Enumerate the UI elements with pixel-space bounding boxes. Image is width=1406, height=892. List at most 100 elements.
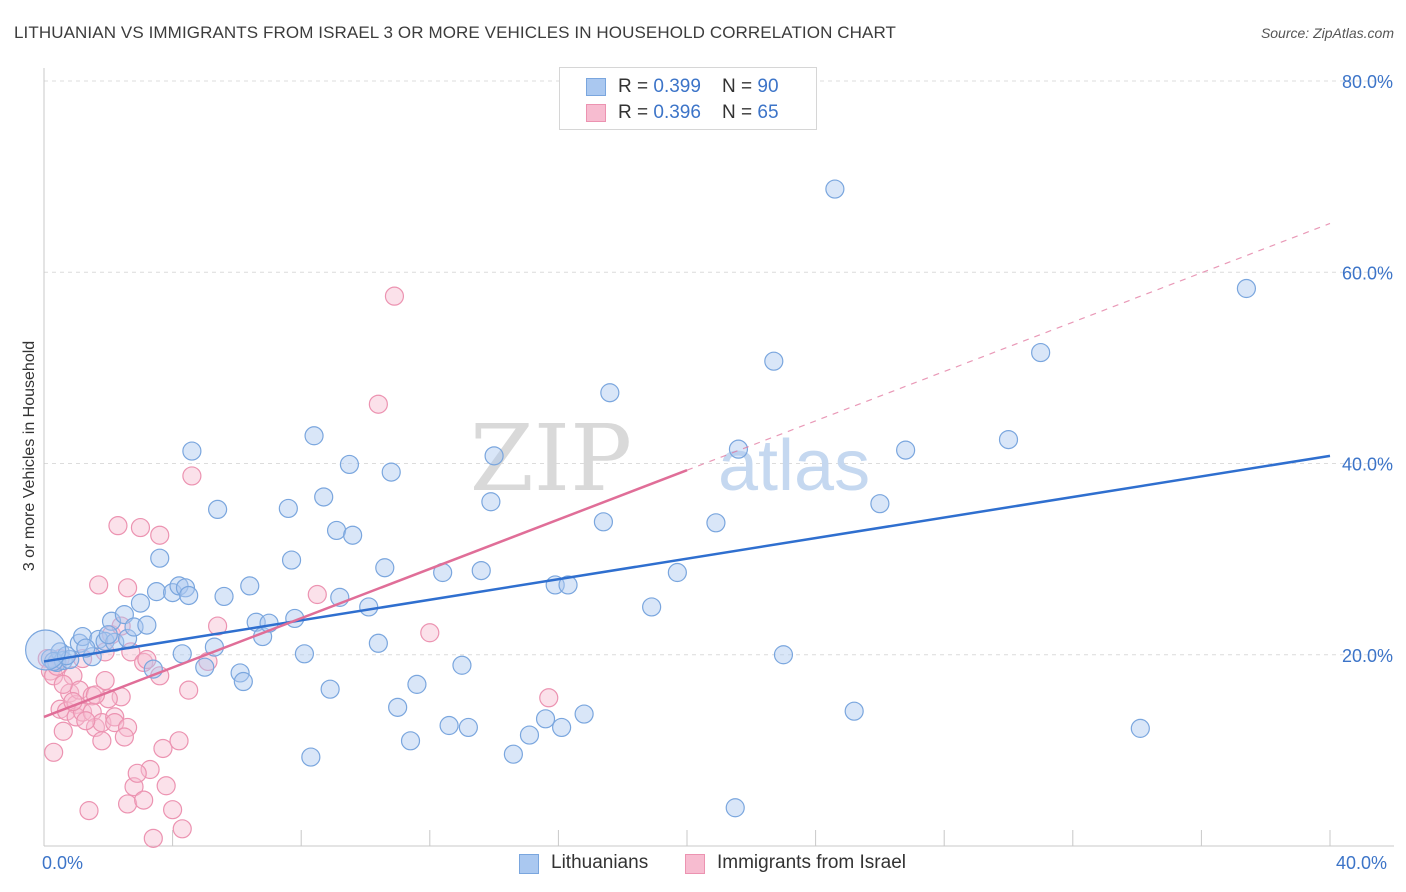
data-point bbox=[844, 701, 864, 721]
data-point bbox=[92, 731, 112, 751]
lithuanian-points bbox=[25, 179, 1257, 818]
data-point bbox=[381, 462, 401, 482]
pink-swatch bbox=[586, 104, 606, 122]
data-point bbox=[519, 725, 540, 745]
n-value: 90 bbox=[757, 76, 779, 97]
data-point bbox=[172, 644, 192, 664]
data-point bbox=[76, 711, 96, 731]
data-point bbox=[574, 704, 594, 724]
data-point bbox=[307, 584, 327, 605]
data-point bbox=[146, 582, 167, 602]
data-point bbox=[130, 517, 151, 538]
legend-label: Immigrants from Israel bbox=[717, 852, 906, 873]
data-point bbox=[314, 487, 334, 507]
y-tick-labels: 20.0% 40.0% 60.0% 80.0% bbox=[1342, 72, 1393, 666]
data-point bbox=[153, 738, 173, 759]
data-point bbox=[725, 798, 745, 818]
data-point bbox=[278, 498, 298, 519]
data-point bbox=[72, 626, 93, 647]
grid-lines bbox=[44, 80, 1394, 656]
data-point bbox=[471, 560, 491, 581]
data-point bbox=[388, 697, 408, 717]
data-point bbox=[343, 525, 363, 545]
data-point bbox=[368, 633, 388, 653]
y-tick-label: 60.0% bbox=[1342, 263, 1393, 283]
source-credit: Source: ZipAtlas.com bbox=[1260, 25, 1394, 41]
data-point bbox=[1031, 342, 1051, 363]
data-point bbox=[728, 439, 749, 459]
data-point bbox=[108, 516, 128, 536]
data-point bbox=[105, 713, 125, 733]
n-label: N = bbox=[722, 76, 758, 97]
data-point bbox=[233, 671, 253, 692]
y-tick-label: 40.0% bbox=[1342, 455, 1393, 475]
data-point bbox=[320, 679, 340, 699]
legend-label: Lithuanians bbox=[551, 852, 649, 873]
data-point bbox=[301, 747, 321, 767]
data-point bbox=[134, 652, 154, 673]
pink-swatch bbox=[685, 854, 705, 874]
data-point bbox=[134, 790, 154, 810]
data-point bbox=[1236, 278, 1257, 299]
data-point bbox=[484, 446, 504, 466]
trend-line-lithuanians bbox=[43, 454, 1331, 663]
data-point bbox=[764, 351, 784, 371]
data-point bbox=[150, 525, 170, 545]
data-point bbox=[452, 655, 472, 675]
data-point bbox=[667, 562, 687, 583]
blue-swatch bbox=[586, 78, 606, 96]
data-point bbox=[407, 674, 427, 694]
r-value: 0.399 bbox=[653, 76, 701, 97]
data-point bbox=[208, 616, 228, 636]
data-point bbox=[326, 520, 347, 541]
data-point bbox=[172, 819, 192, 839]
data-point bbox=[143, 828, 163, 848]
data-point bbox=[79, 801, 99, 821]
data-point bbox=[95, 670, 115, 691]
r-label: R = bbox=[618, 102, 654, 123]
data-point bbox=[240, 576, 260, 596]
data-point bbox=[127, 763, 147, 783]
data-point bbox=[140, 759, 160, 780]
data-point bbox=[375, 558, 395, 578]
data-point bbox=[706, 513, 726, 533]
chart-title: LITHUANIAN VS IMMIGRANTS FROM ISRAEL 3 O… bbox=[14, 23, 897, 42]
data-point bbox=[117, 578, 138, 598]
r-value: 0.396 bbox=[653, 102, 701, 123]
data-point bbox=[156, 776, 176, 796]
data-point bbox=[384, 286, 405, 306]
data-point bbox=[359, 597, 379, 617]
y-tick-label: 20.0% bbox=[1342, 646, 1393, 666]
data-point bbox=[439, 715, 459, 736]
data-point bbox=[281, 550, 302, 570]
data-point bbox=[98, 625, 118, 645]
data-point bbox=[503, 744, 523, 764]
data-point bbox=[44, 742, 64, 762]
data-point bbox=[458, 717, 478, 738]
y-axis-label: 3 or more Vehicles in Household bbox=[21, 340, 38, 572]
stats-legend: R = 0.399 N = 90 R = 0.396 N = 65 bbox=[559, 67, 817, 130]
data-point bbox=[998, 429, 1019, 450]
data-point bbox=[539, 688, 559, 708]
data-point bbox=[339, 454, 360, 475]
data-point bbox=[870, 494, 890, 514]
data-point bbox=[1130, 718, 1150, 738]
data-point bbox=[304, 426, 324, 446]
data-point bbox=[642, 597, 662, 617]
data-point bbox=[182, 466, 202, 486]
watermark-atlas: atlas bbox=[718, 426, 870, 506]
data-point bbox=[137, 615, 157, 635]
data-point bbox=[368, 394, 388, 414]
data-point bbox=[130, 593, 151, 613]
data-point bbox=[481, 492, 501, 512]
trend-line-israel bbox=[43, 469, 688, 719]
x-tick-min: 0.0% bbox=[42, 853, 84, 873]
trend-lines bbox=[43, 222, 1331, 719]
data-point bbox=[53, 721, 73, 741]
data-point-cluster bbox=[25, 629, 67, 671]
data-point bbox=[114, 727, 134, 747]
data-point bbox=[825, 179, 845, 199]
data-point bbox=[214, 586, 234, 607]
data-point bbox=[773, 645, 794, 665]
